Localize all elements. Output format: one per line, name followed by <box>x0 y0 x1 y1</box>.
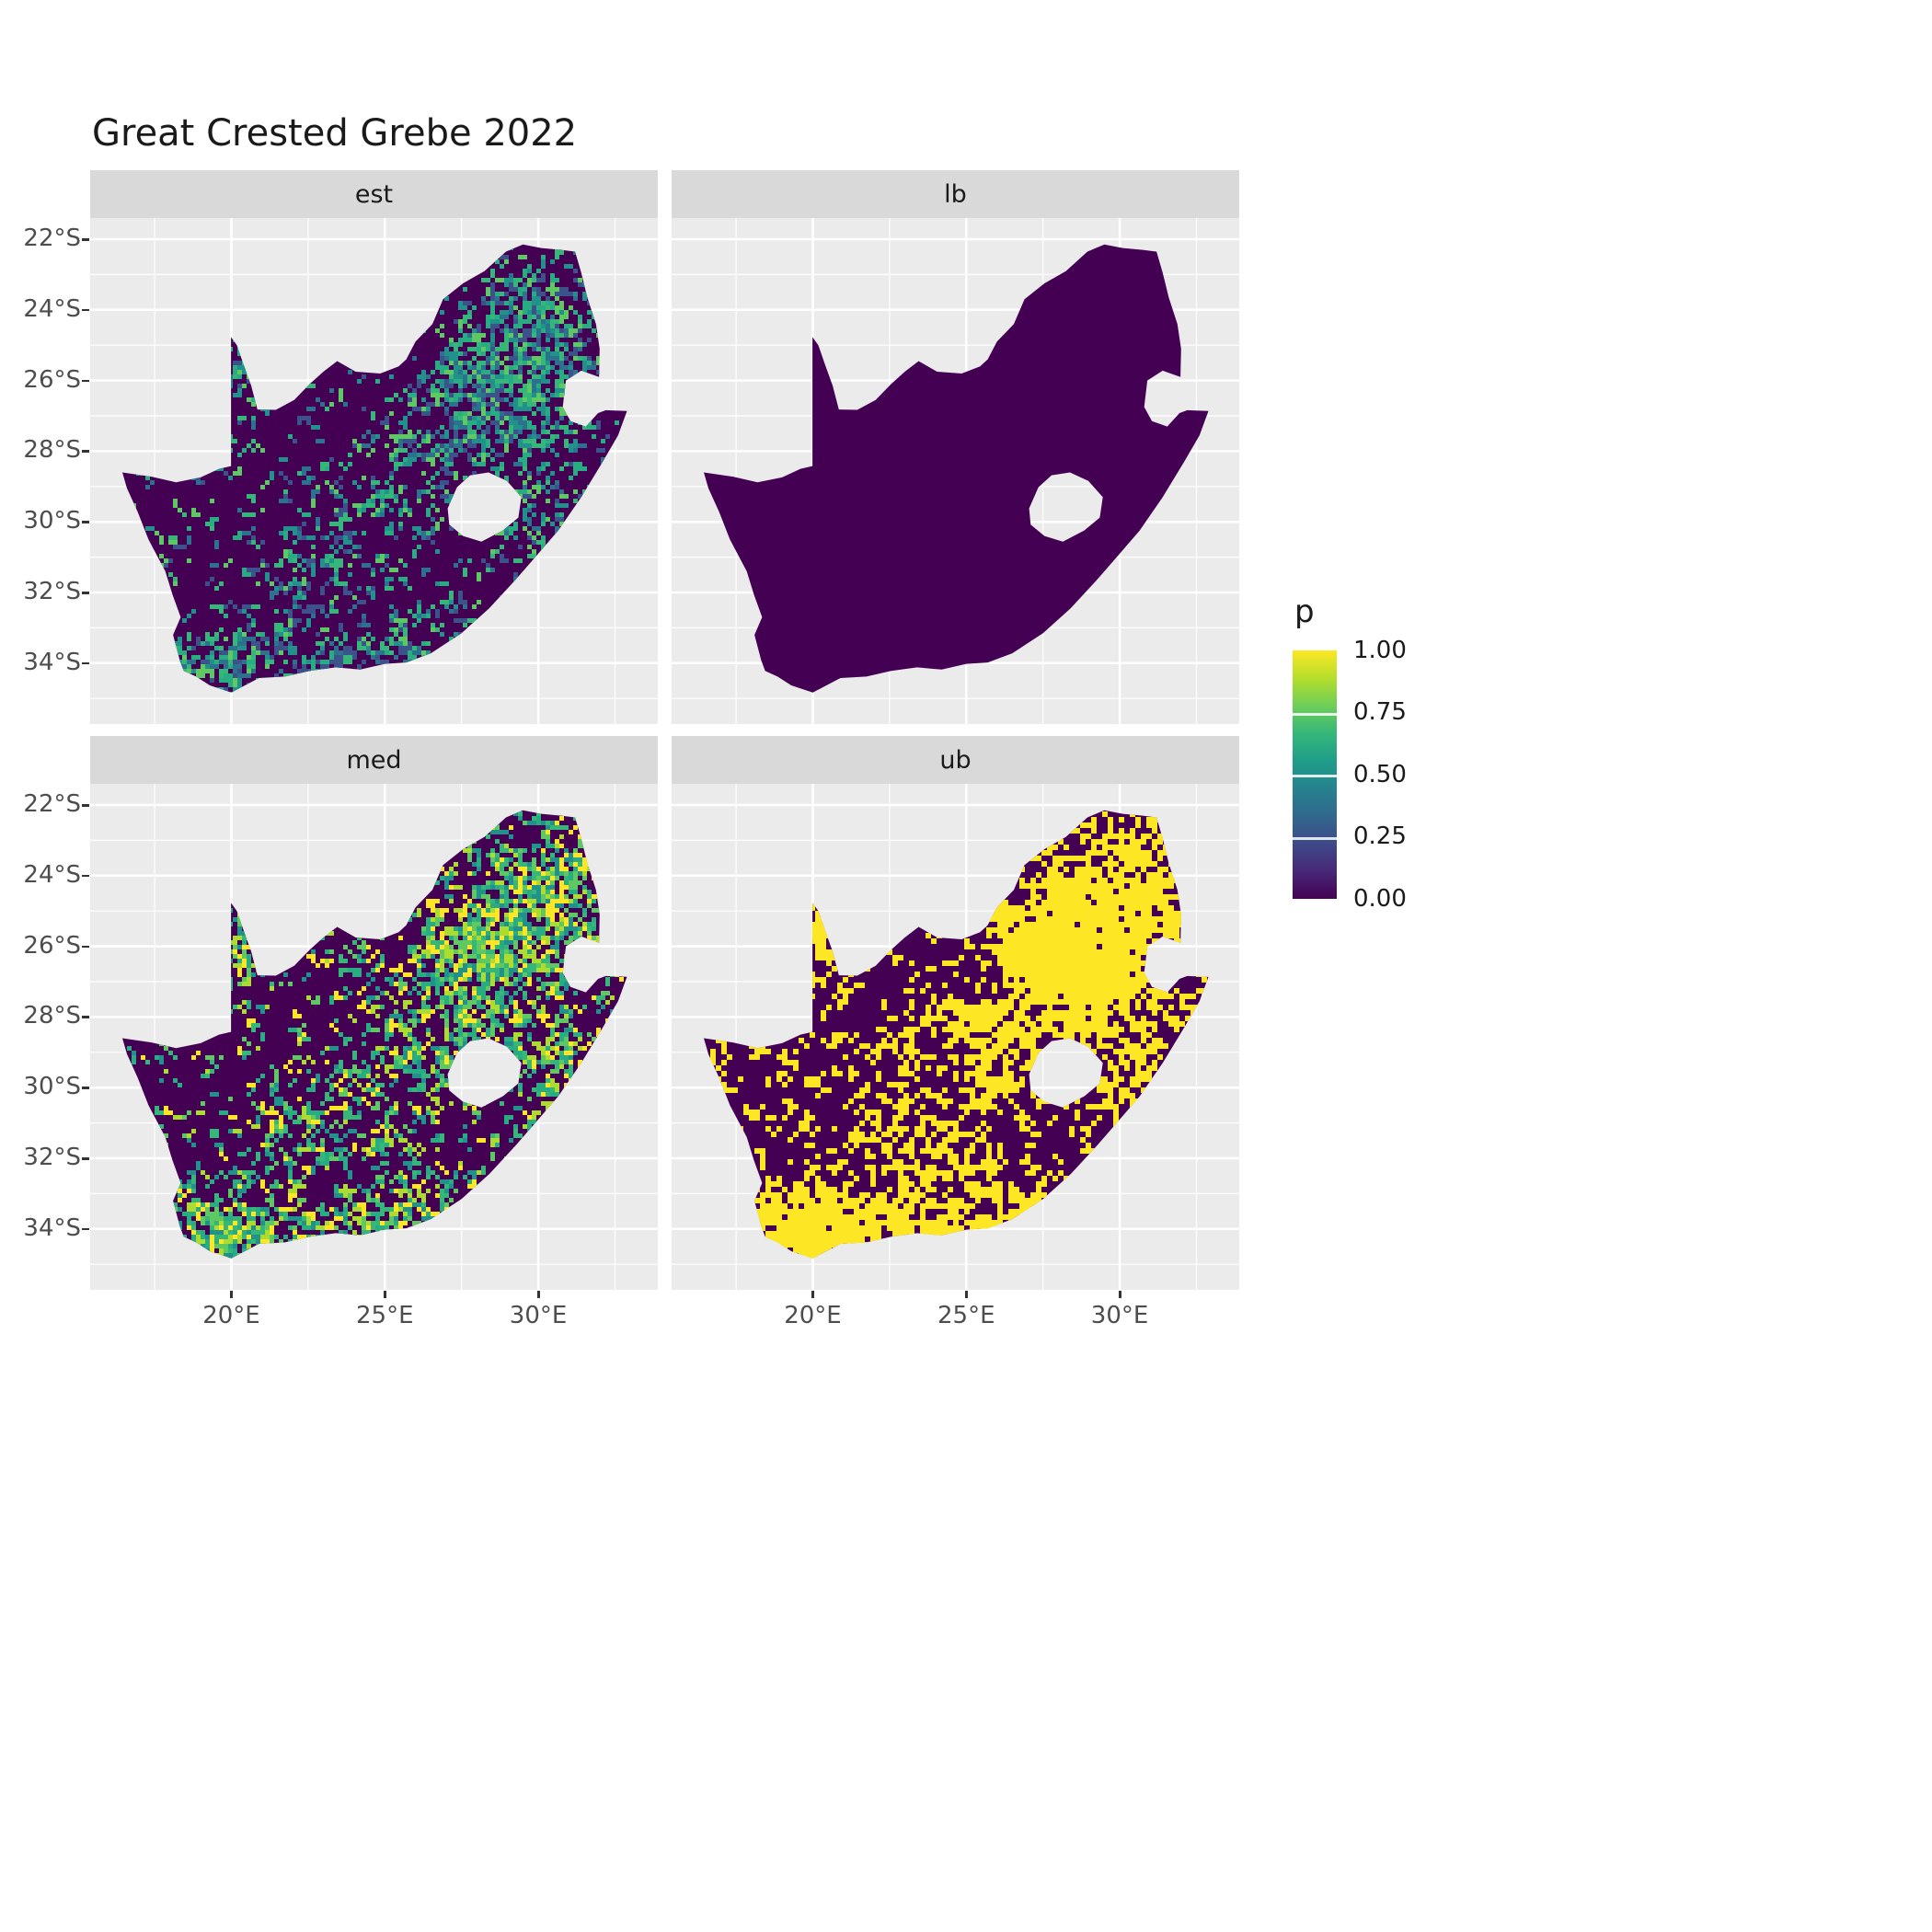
facet-panel-med <box>90 784 658 1290</box>
legend-tick-label: 0.00 <box>1353 885 1407 913</box>
x-axis-tick-label: 30°E <box>1090 1302 1149 1329</box>
facet-panel-ub <box>672 784 1239 1290</box>
y-axis-tick-label: 30°S <box>23 507 81 535</box>
x-axis-tick-label: 30°E <box>509 1302 568 1329</box>
legend-colorbar <box>1293 650 1337 899</box>
x-axis-tick-mark <box>230 1291 233 1298</box>
y-axis-tick-label: 28°S <box>23 436 81 465</box>
y-axis-tick-label: 28°S <box>23 1002 81 1030</box>
y-axis-tick-mark <box>82 874 89 878</box>
legend-tick-label: 0.50 <box>1353 761 1407 788</box>
x-axis-tick-mark <box>537 1291 540 1298</box>
y-axis-tick-mark <box>82 450 89 453</box>
y-axis-tick-label: 24°S <box>23 860 81 889</box>
legend-tick-label: 0.25 <box>1353 822 1407 850</box>
colorbar-tick <box>1293 775 1337 777</box>
facet-strip-label: ub <box>939 745 972 775</box>
facet-strip-label: lb <box>944 179 967 209</box>
y-axis-tick-mark <box>82 1157 89 1160</box>
facet-strip-ub: ub <box>672 736 1239 784</box>
y-axis-tick-mark <box>82 945 89 949</box>
x-axis-tick-mark <box>1119 1291 1121 1298</box>
facet-strip-est: est <box>90 170 658 218</box>
facet-strip-label: est <box>354 179 394 209</box>
y-axis-tick-mark <box>82 592 89 594</box>
y-axis-tick-mark <box>82 521 89 523</box>
y-axis-tick-label: 30°S <box>23 1073 81 1101</box>
x-axis-tick-label: 25°E <box>355 1302 414 1329</box>
facet-panel-lb <box>672 218 1239 724</box>
facet-panel-est <box>90 218 658 724</box>
y-axis-tick-mark <box>82 1016 89 1018</box>
x-axis-tick-mark <box>811 1291 814 1298</box>
x-axis-tick-label: 20°E <box>784 1302 842 1329</box>
legend: p 1.00 0.75 0.50 0.25 0.00 <box>1291 593 1493 911</box>
legend-tick-label: 1.00 <box>1353 637 1407 664</box>
y-axis-tick-mark <box>82 238 89 241</box>
y-axis-tick-label: 22°S <box>23 790 81 819</box>
x-axis-tick-label: 25°E <box>937 1302 995 1329</box>
y-axis-tick-label: 26°S <box>23 931 81 960</box>
y-axis-tick-mark <box>82 661 89 665</box>
x-axis-tick-mark <box>965 1291 968 1298</box>
facet-strip-lb: lb <box>672 170 1239 218</box>
y-axis-tick-label: 32°S <box>23 578 81 606</box>
y-axis-tick-label: 32°S <box>23 1144 81 1172</box>
facet-strip-label: med <box>346 745 402 775</box>
legend-title: p <box>1294 593 1315 630</box>
y-axis-tick-mark <box>82 308 89 312</box>
y-axis-tick-label: 34°S <box>23 1213 81 1242</box>
legend-tick-label: 0.75 <box>1353 698 1407 726</box>
y-axis-tick-mark <box>82 1227 89 1231</box>
x-axis-tick-mark <box>384 1291 386 1298</box>
y-axis-tick-mark <box>82 379 89 383</box>
colorbar-tick <box>1293 836 1337 840</box>
y-axis-tick-mark <box>82 804 89 807</box>
plot-title: Great Crested Grebe 2022 <box>92 112 578 155</box>
y-axis-tick-label: 34°S <box>23 648 81 676</box>
facet-strip-med: med <box>90 736 658 784</box>
x-axis-tick-label: 20°E <box>202 1302 260 1329</box>
y-axis-tick-label: 22°S <box>23 224 81 253</box>
y-axis-tick-label: 26°S <box>23 365 81 394</box>
colorbar-tick <box>1293 712 1337 716</box>
y-axis-tick-label: 24°S <box>23 294 81 323</box>
y-axis-tick-mark <box>82 1087 89 1089</box>
